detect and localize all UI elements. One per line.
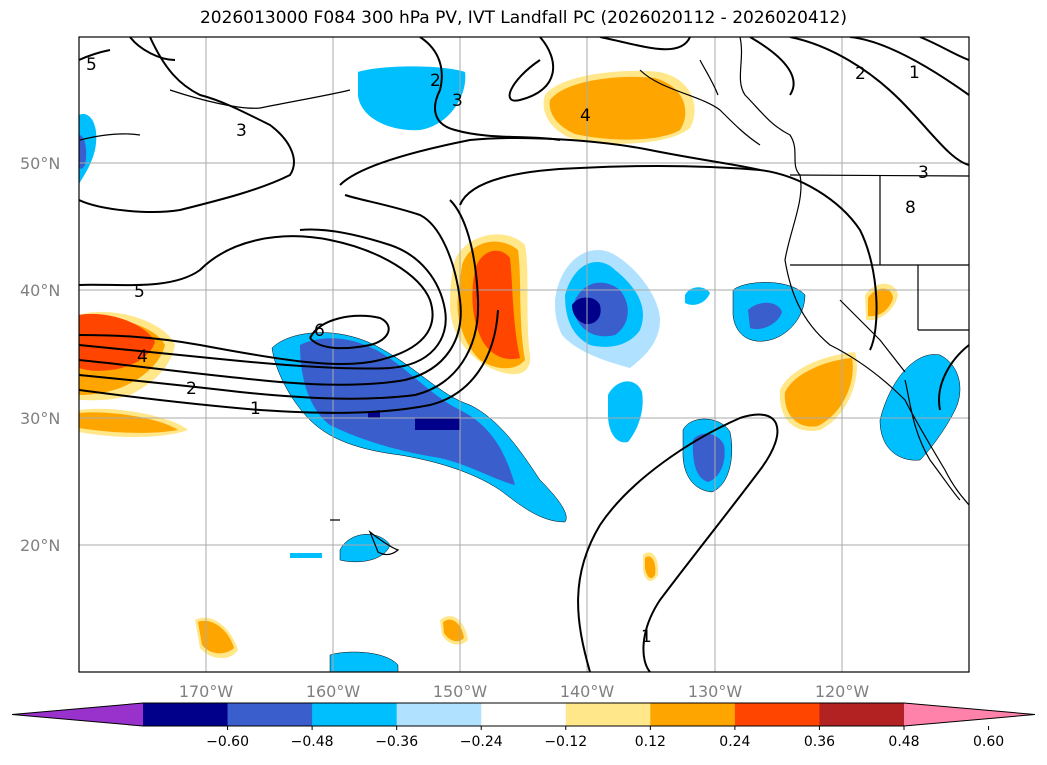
colorbar-segment — [650, 703, 736, 726]
contour-label: 1 — [250, 399, 261, 419]
colorbar-extend-high — [904, 703, 1035, 726]
lon-label: 160°W — [306, 682, 361, 701]
colorbar-segment — [396, 703, 482, 726]
negative-anomaly-regions — [79, 66, 961, 672]
latitude-labels: 50°N 40°N 30°N 20°N — [20, 154, 60, 555]
colorbar-segment — [143, 703, 229, 726]
longitude-labels: 170°W 160°W 150°W 140°W 130°W 120°W — [179, 682, 870, 701]
contour-label: 2 — [186, 379, 197, 399]
colorbar-tick-label: 0.12 — [635, 734, 666, 750]
colorbar-tick-label: −0.60 — [206, 734, 249, 750]
contour-label: 8 — [905, 198, 916, 218]
contour-label: 3 — [918, 163, 929, 183]
colorbar-extend-low — [12, 703, 143, 726]
colorbar-tick-label: 0.60 — [973, 734, 1004, 750]
contour-label: 6 — [314, 321, 325, 341]
map-content: 5 4 2 1 3 6 2 3 1 2 3 1 4 5 8 — [79, 37, 969, 672]
coastlines — [79, 37, 969, 556]
contour-label: 1 — [909, 63, 920, 83]
pv-contours — [79, 37, 969, 672]
contour-label: 5 — [134, 282, 145, 302]
colorbar-tick-label: −0.24 — [460, 734, 503, 750]
colorbar-tick-label: 0.48 — [888, 734, 919, 750]
map-frame — [78, 36, 970, 673]
contour-label: 4 — [580, 106, 591, 126]
lat-label: 40°N — [20, 281, 60, 300]
colorbar-tick-label: −0.48 — [291, 734, 334, 750]
lon-label: 130°W — [688, 682, 743, 701]
map-title: 2026013000 F084 300 hPa PV, IVT Landfall… — [199, 8, 847, 28]
colorbar-segment — [734, 703, 820, 726]
contour-label: 2 — [430, 71, 441, 91]
colorbar-tick-label: −0.12 — [544, 734, 587, 750]
lat-label: 20°N — [20, 536, 60, 555]
contour-label: 1 — [641, 627, 652, 647]
contour-label: 4 — [137, 347, 148, 367]
colorbar-segment — [227, 703, 313, 726]
colorbar-segment — [481, 703, 567, 726]
contour-labels: 5 4 2 1 3 6 2 3 1 2 3 1 — [134, 63, 929, 647]
colorbar-tick-label: 0.36 — [804, 734, 835, 750]
lon-label: 140°W — [560, 682, 615, 701]
contour-label: 5 — [86, 55, 97, 75]
lon-label: 170°W — [179, 682, 234, 701]
contour-label: 3 — [452, 91, 463, 111]
colorbar-segment — [819, 703, 905, 726]
lon-label: 150°W — [433, 682, 488, 701]
colorbar-segment — [565, 703, 651, 726]
colorbar-outline — [11, 702, 1036, 727]
colorbar-tick-label: 0.24 — [719, 734, 750, 750]
contour-label: 2 — [855, 64, 866, 84]
colorbar-segment — [312, 703, 398, 726]
lat-label: 30°N — [20, 409, 60, 428]
colorbar: −0.60 −0.48 −0.36 −0.24 −0.12 0.12 0.24 0.36 0.4… — [11, 702, 1036, 750]
colorbar-tick-label: −0.36 — [375, 734, 418, 750]
lon-label: 120°W — [815, 682, 870, 701]
contour-label: 3 — [236, 121, 247, 141]
lat-label: 50°N — [20, 154, 60, 173]
